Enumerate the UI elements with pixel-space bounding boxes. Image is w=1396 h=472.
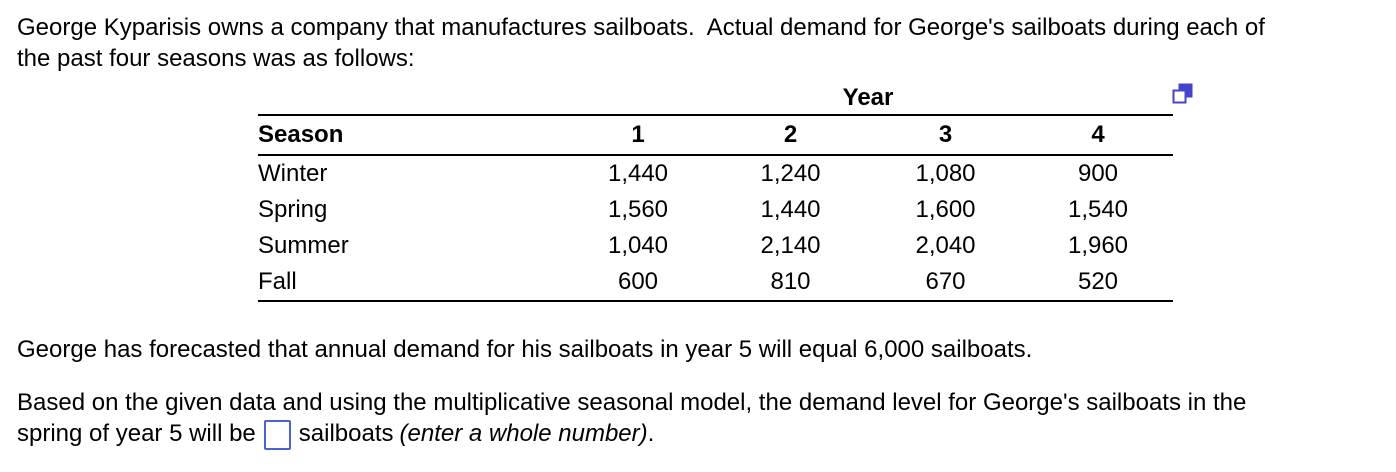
demand-value: 1,560 bbox=[607, 196, 669, 223]
demand-value: 520 bbox=[1023, 264, 1173, 302]
year-3-header: 3 bbox=[868, 115, 1023, 156]
question-line-2: spring of year 5 will be sailboats (enter … bbox=[17, 418, 1380, 450]
demand-value: 600 bbox=[563, 264, 713, 302]
demand-value: 1,600 bbox=[915, 196, 976, 223]
demand-value: 670 bbox=[868, 264, 1023, 302]
demand-value: 1,080 bbox=[915, 160, 976, 187]
season-label: Winter bbox=[258, 160, 328, 187]
year-4-header: 4 bbox=[1023, 115, 1173, 156]
table-row-summer: Summer 1,040 2,140 2,040 1,960 bbox=[258, 228, 1173, 264]
demand-value: 1,540 bbox=[1067, 196, 1129, 223]
question-suffix: . bbox=[647, 420, 655, 447]
question-note-italic: (enter a whole number) bbox=[399, 420, 648, 447]
season-label: Fall bbox=[258, 264, 563, 302]
season-label: Summer bbox=[258, 232, 349, 259]
demand-value: 1,440 bbox=[760, 196, 821, 223]
demand-value: 1,240 bbox=[760, 160, 821, 187]
intro-text: George Kyparisis owns a company that man… bbox=[17, 0, 1380, 74]
question-before-input: spring of year 5 will be bbox=[17, 420, 256, 447]
season-column-header: Season bbox=[258, 115, 563, 156]
table-row-winter: Winter 1,440 1,240 1,080 900 bbox=[258, 155, 1173, 192]
forecast-line: George has forecasted that annual demand… bbox=[17, 336, 1033, 363]
demand-value: 2,040 bbox=[915, 232, 976, 259]
question-text: Based on the given data and using the mu… bbox=[17, 387, 1380, 450]
table-row-spring: Spring 1,560 1,440 1,600 1,540 bbox=[258, 192, 1173, 228]
demand-table: Year Season 1 2 3 4 Winter 1,440 1,240 1… bbox=[258, 82, 1173, 302]
demand-value: 810 bbox=[713, 264, 868, 302]
demand-value: 1,960 bbox=[1067, 232, 1129, 259]
column-header-row: Season 1 2 3 4 bbox=[258, 115, 1173, 156]
season-label: Spring bbox=[258, 196, 328, 223]
popout-icon[interactable] bbox=[1172, 83, 1193, 104]
intro-line-2: the past four seasons was as follows: bbox=[17, 45, 415, 72]
question-line-1: Based on the given data and using the mu… bbox=[17, 389, 1247, 416]
year-header: Year bbox=[563, 82, 1173, 116]
intro-line-1: George Kyparisis owns a company that man… bbox=[17, 14, 1265, 41]
table-row-fall: Fall 600 810 670 520 bbox=[258, 264, 1173, 302]
forecast-text: George has forecasted that annual demand… bbox=[17, 334, 1380, 365]
demand-value: 900 bbox=[1077, 160, 1119, 187]
demand-value: 2,140 bbox=[760, 232, 821, 259]
demand-value: 1,440 bbox=[607, 160, 669, 187]
year-1-header: 1 bbox=[563, 115, 713, 156]
question-after-input: sailboats bbox=[298, 420, 394, 447]
year-2-header: 2 bbox=[713, 115, 868, 156]
answer-input[interactable] bbox=[263, 419, 291, 450]
table-corner-cell bbox=[258, 82, 563, 116]
year-header-row: Year bbox=[258, 82, 1173, 116]
demand-value: 1,040 bbox=[607, 232, 669, 259]
